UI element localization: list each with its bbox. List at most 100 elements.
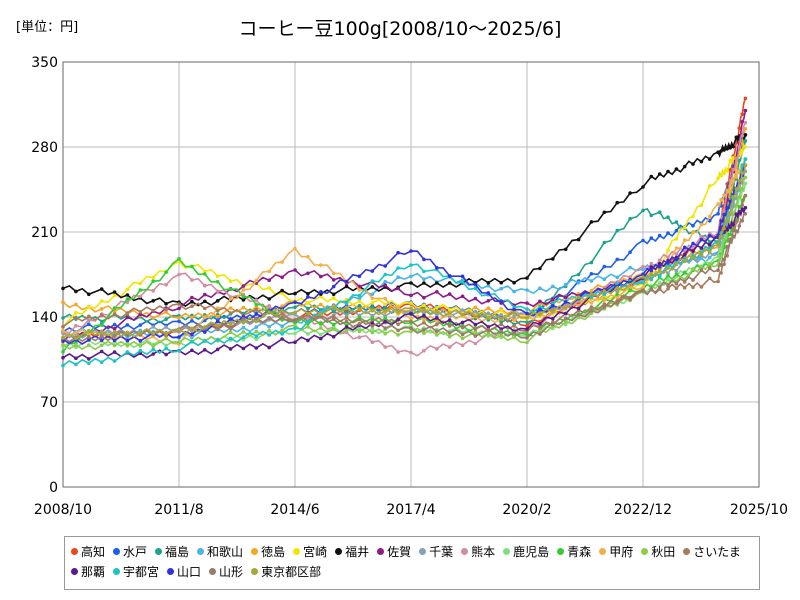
series-point	[563, 319, 568, 324]
legend-marker	[599, 547, 607, 555]
series-point	[306, 315, 310, 320]
series-point	[203, 283, 207, 288]
series-point	[370, 269, 375, 273]
series-point	[61, 300, 65, 305]
series-point	[99, 349, 104, 354]
series-point	[674, 286, 679, 291]
series-point	[215, 308, 220, 313]
series-point	[280, 312, 284, 316]
legend-label: 宇都宮	[123, 564, 160, 579]
series-point	[319, 290, 323, 294]
series-point	[525, 340, 529, 345]
legend-marker	[167, 567, 175, 575]
legend-label: 鹿児島	[513, 544, 550, 559]
series-point	[657, 258, 662, 263]
series-point	[447, 331, 452, 335]
series-point	[674, 220, 679, 224]
series-point	[254, 319, 259, 324]
series-point	[576, 312, 581, 317]
series-point	[719, 197, 723, 202]
series-point	[344, 328, 349, 333]
legend-item: 徳島	[251, 541, 285, 561]
series-point	[719, 263, 723, 267]
series-point	[728, 145, 732, 150]
series-line-19	[62, 213, 746, 343]
series-point	[707, 214, 712, 219]
legend-label: 和歌山	[207, 544, 244, 559]
legend-item: さいたま	[683, 541, 741, 561]
legend-item: 鹿児島	[503, 541, 549, 561]
series-point	[525, 320, 529, 325]
series-point	[254, 337, 259, 342]
series-point	[422, 277, 426, 282]
series-point	[682, 238, 687, 242]
series-point	[151, 288, 155, 293]
series-point	[99, 319, 104, 324]
series-point	[525, 276, 529, 280]
series-point	[674, 257, 679, 262]
series-point	[589, 279, 594, 283]
series-point	[396, 350, 400, 354]
series-point	[512, 335, 516, 339]
series-point	[728, 168, 732, 172]
chart-legend: 高知 水戸 福島 和歌山 徳島 宮崎 福井 佐賀 千葉 熊本 鹿児島 青森 甲府 秋田 さいたま 那覇 宇都宮 山…	[64, 536, 760, 590]
y-tick-label: 70	[40, 395, 58, 411]
series-point	[383, 314, 388, 318]
series-point	[719, 234, 723, 239]
series-point	[731, 234, 735, 239]
series-point	[743, 133, 748, 137]
series-point	[731, 179, 735, 184]
series-point	[99, 313, 104, 318]
legend-marker	[113, 547, 121, 555]
legend-item: 水戸	[113, 541, 147, 561]
legend-label: 宮崎	[303, 544, 328, 559]
series-point	[370, 324, 375, 328]
series-point	[740, 203, 745, 207]
series-point	[682, 245, 687, 250]
series-point	[731, 167, 735, 172]
series-point	[649, 174, 654, 179]
series-point	[177, 316, 181, 320]
series-point	[666, 271, 670, 276]
series-point	[241, 305, 246, 310]
series-point	[602, 289, 607, 293]
series-point	[740, 186, 745, 191]
series-point	[383, 296, 388, 301]
series-point	[396, 305, 400, 309]
series-point	[409, 249, 413, 253]
legend-marker	[197, 547, 205, 555]
series-point	[344, 284, 349, 289]
series-point	[306, 292, 310, 296]
series-point	[734, 229, 739, 233]
series-point	[164, 310, 168, 314]
series-point	[409, 293, 413, 298]
series-point	[460, 332, 465, 337]
series-point	[649, 261, 654, 266]
legend-item: 福井	[335, 541, 369, 561]
series-point	[241, 295, 246, 299]
series-point	[125, 344, 130, 348]
series-point	[164, 346, 168, 351]
series-point	[641, 185, 645, 189]
series-point	[473, 341, 478, 346]
series-point	[331, 317, 336, 322]
series-point	[228, 287, 233, 292]
series-point	[628, 288, 632, 293]
series-point	[306, 271, 310, 276]
series-point	[447, 292, 452, 296]
series-point	[576, 237, 581, 242]
series-point	[447, 308, 452, 312]
series-point	[422, 257, 426, 262]
series-point	[203, 338, 207, 343]
series-point	[74, 362, 78, 367]
series-line-17	[62, 158, 747, 367]
series-point	[722, 238, 726, 242]
series-point	[280, 308, 284, 313]
legend-label: 千葉	[429, 544, 454, 559]
series-point	[722, 212, 726, 217]
legend-marker	[71, 567, 78, 575]
series-point	[743, 96, 748, 101]
series-line-15	[62, 194, 746, 332]
series-point	[331, 322, 336, 327]
series-point	[254, 329, 259, 334]
